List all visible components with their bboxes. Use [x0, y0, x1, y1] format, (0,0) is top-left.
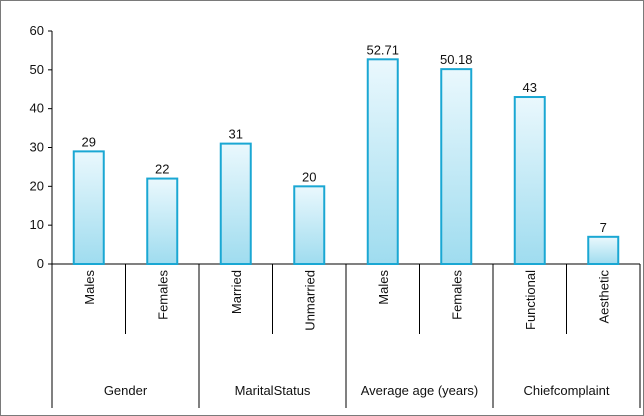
group-label: MaritalStatus	[235, 383, 311, 398]
bar	[366, 58, 399, 266]
data-label: 52.71	[366, 42, 399, 57]
bar	[587, 235, 620, 265]
bar	[513, 96, 546, 266]
data-label: 7	[600, 220, 607, 235]
y-tick-label: 40	[30, 101, 44, 116]
y-tick-label: 0	[37, 256, 44, 271]
category-label: Married	[229, 270, 244, 314]
bar	[293, 185, 326, 265]
axes	[48, 30, 641, 408]
group-label: Gender	[104, 383, 148, 398]
bar	[219, 142, 252, 265]
bar	[146, 177, 179, 265]
data-label: 50.18	[440, 52, 473, 67]
category-label: Aesthetic	[596, 270, 611, 324]
y-tick-label: 20	[30, 178, 44, 193]
category-label: Functional	[523, 270, 538, 330]
category-label: Unmarried	[302, 270, 317, 331]
labels: 0 10 20 30 40 50 60 29 Males 22 Females 31 Married 20…	[30, 23, 612, 398]
category-label: Males	[376, 270, 391, 305]
category-label: Females	[155, 270, 170, 320]
y-tick-label: 30	[30, 140, 44, 155]
y-tick-label: 50	[30, 62, 44, 77]
bar	[72, 150, 105, 265]
bars	[72, 58, 620, 266]
category-label: Females	[449, 270, 464, 320]
y-tick-label: 10	[30, 217, 44, 232]
data-label: 43	[523, 80, 537, 95]
group-label: Chiefcomplaint	[524, 383, 610, 398]
category-label: Males	[82, 270, 97, 305]
data-label: 20	[302, 169, 316, 184]
data-label: 31	[229, 127, 243, 142]
data-label: 29	[82, 134, 96, 149]
bar	[440, 68, 473, 265]
group-label: Average age (years)	[361, 383, 479, 398]
data-label: 22	[155, 162, 169, 177]
y-tick-label: 60	[30, 23, 44, 38]
